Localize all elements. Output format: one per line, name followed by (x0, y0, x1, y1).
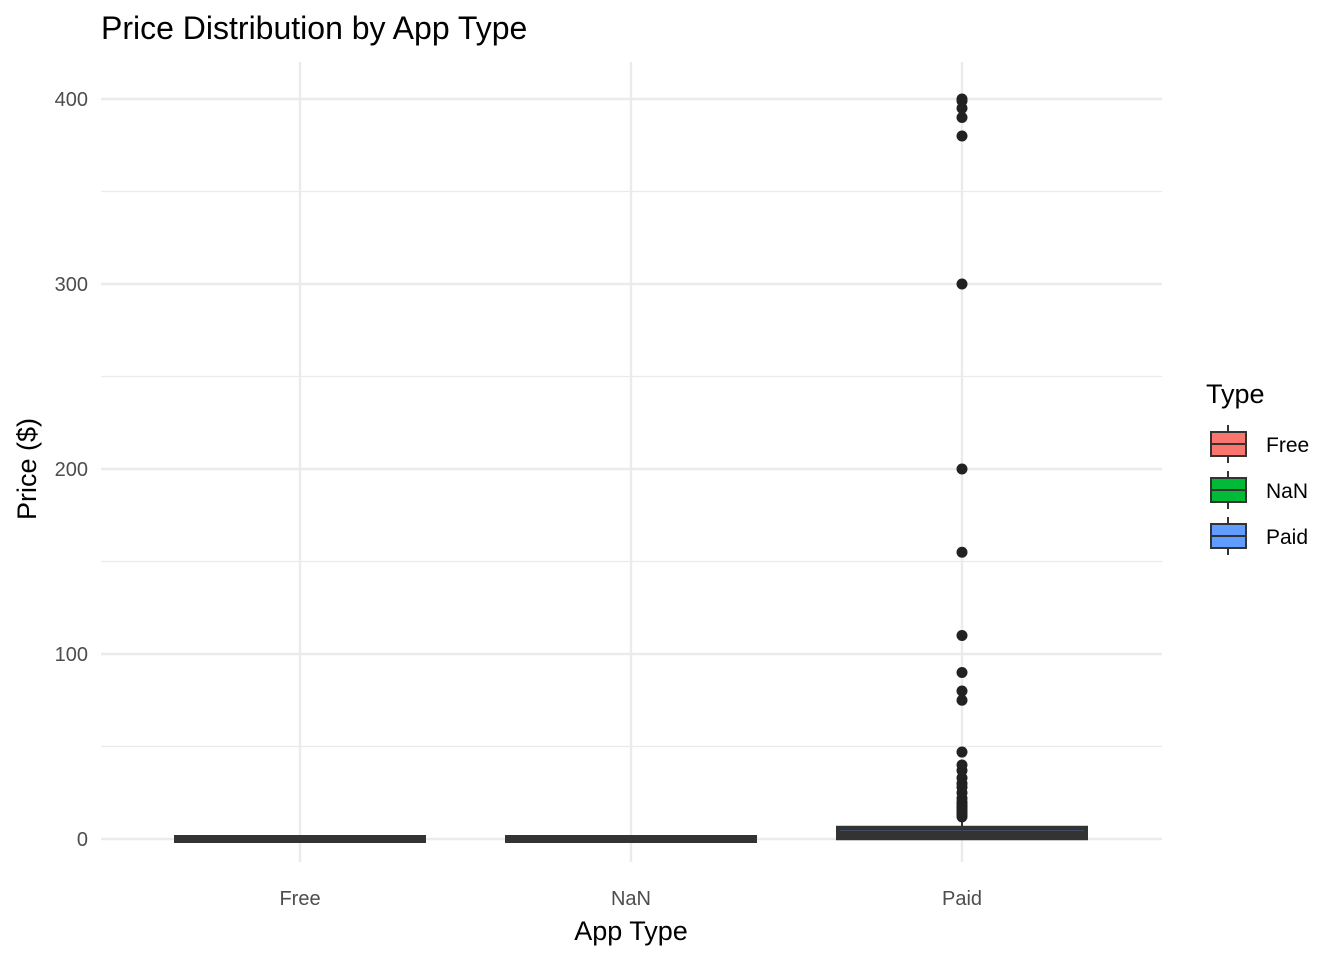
outlier-layer (956, 93, 968, 823)
box-outline (174, 835, 426, 843)
legend-keys: Free NaN Paid (1210, 425, 1309, 555)
y-tick-label: 0 (77, 829, 88, 851)
outlier-point (956, 746, 968, 758)
x-tick-label: Paid (942, 888, 982, 910)
box-free (174, 835, 426, 843)
outlier-point (956, 130, 968, 142)
legend-label: NaN (1266, 480, 1308, 503)
y-tick-label: 400 (55, 89, 88, 111)
chart-title: Price Distribution by App Type (101, 10, 527, 46)
outlier-point (956, 463, 968, 475)
tick-layer: 0 100 200 300 400 Free NaN Paid (55, 89, 982, 910)
box-layer (174, 820, 1088, 843)
box-outline (836, 825, 1088, 841)
outlier-point (956, 546, 968, 558)
legend-key-nan: NaN (1210, 471, 1308, 509)
legend-label: Paid (1266, 526, 1308, 549)
legend-label: Free (1266, 434, 1309, 457)
outlier-point (956, 759, 968, 771)
box-nan (505, 835, 757, 843)
box-outline (505, 835, 757, 843)
y-axis-title: Price ($) (12, 418, 42, 520)
outlier-point (956, 694, 968, 706)
legend-key-paid: Paid (1210, 517, 1308, 555)
outlier-point (956, 93, 968, 105)
outlier-point (956, 630, 968, 641)
y-tick-label: 100 (55, 644, 88, 666)
legend-key-free: Free (1210, 425, 1309, 463)
x-tick-label: NaN (611, 888, 651, 910)
outlier-point (956, 112, 968, 123)
outlier-point (956, 667, 968, 678)
legend-title: Type (1206, 379, 1265, 409)
legend: Type Free NaN Paid (1206, 379, 1309, 555)
box-paid (836, 820, 1088, 841)
outlier-point (956, 685, 968, 697)
grid-layer (101, 62, 1162, 862)
x-tick-label: Free (279, 888, 320, 910)
outlier-point (956, 278, 968, 290)
y-tick-label: 200 (55, 459, 88, 481)
x-axis-title: App Type (574, 916, 688, 946)
y-tick-label: 300 (55, 274, 88, 296)
